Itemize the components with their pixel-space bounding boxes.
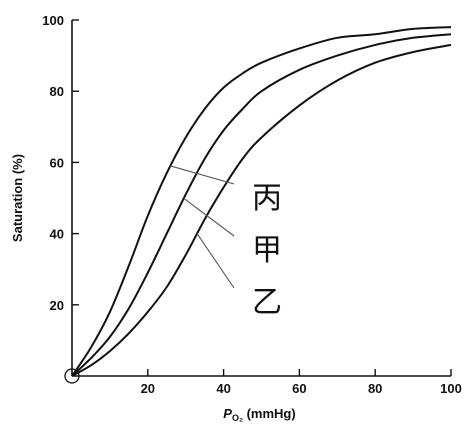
- axes: [71, 19, 452, 377]
- series-label-1: 丙: [252, 181, 282, 216]
- x-tick-label-80: 80: [368, 381, 382, 396]
- x-tick-label-60: 60: [292, 381, 306, 396]
- series-label-3: 乙: [252, 285, 282, 320]
- y-tick-label-40: 40: [50, 227, 64, 242]
- x-tick-label-40: 40: [216, 381, 230, 396]
- leader-line-2: [183, 197, 235, 237]
- series-line-1: [71, 26, 452, 377]
- origin-circle: [64, 368, 80, 384]
- y-tick-label-80: 80: [50, 84, 64, 99]
- x-axis-label: PO₂ (mmHg): [223, 406, 295, 423]
- series-group: [71, 26, 452, 377]
- labels: 20 40 60 80 100 20 40 60 80 100 Saturation (%) PO₂ …: [10, 13, 462, 423]
- x-tick-label-20: 20: [141, 381, 155, 396]
- y-tick-label-100: 100: [42, 13, 64, 28]
- leader-line-1: [170, 165, 235, 185]
- y-axis-label: Saturation (%): [10, 154, 25, 242]
- y-tick-label-60: 60: [50, 155, 64, 170]
- y-tick-label-20: 20: [50, 298, 64, 313]
- series-line-2: [71, 33, 452, 377]
- leader-line-3: [196, 233, 235, 289]
- x-tick-label-100: 100: [440, 381, 462, 396]
- series-line-3: [71, 43, 452, 377]
- series-label-2: 甲: [252, 233, 282, 268]
- annotations: [64, 165, 235, 384]
